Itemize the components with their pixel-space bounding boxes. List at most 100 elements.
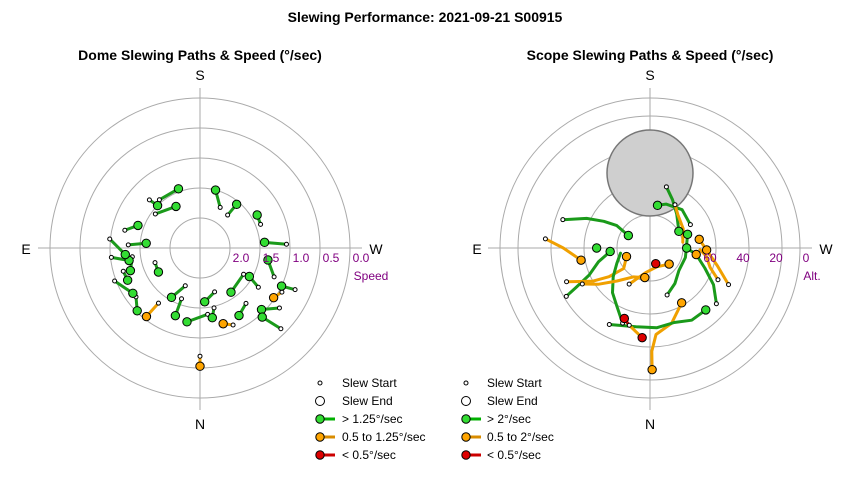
scope-slew-end-marker [623, 230, 634, 241]
scope-exclusion-zone [606, 129, 694, 217]
scope-slew-path [673, 203, 685, 244]
dome-cardinal-n: N [195, 416, 205, 432]
dome-cardinal-s: S [195, 67, 204, 83]
scope-cardinal-s: S [645, 67, 654, 83]
dome-slew-end-marker [153, 267, 164, 277]
dome-slew-end-marker [122, 275, 133, 285]
dome-slew-start-marker [292, 287, 298, 293]
scope-slew-end-marker [664, 259, 674, 269]
dome-slew-start-marker [108, 254, 114, 260]
dome-legend-label: > 1.25°/sec [342, 412, 403, 426]
dome-legend-label: < 0.5°/sec [342, 448, 396, 462]
scope-legend-marker [461, 432, 471, 442]
dome-slew-end-marker [133, 220, 143, 231]
dome-slew-end-marker [276, 281, 287, 291]
scope-slew-start-marker [560, 217, 566, 223]
scope-legend-marker [461, 414, 471, 424]
scope-cardinal-w: W [819, 241, 833, 257]
scope-slew-path [697, 237, 730, 287]
dome-legend-label: 0.5 to 1.25°/sec [342, 430, 426, 444]
dome-slew-start-marker [120, 268, 126, 274]
scope-tick-label: 20 [769, 251, 783, 265]
scope-chart-title: Scope Slewing Paths & Speed (°/sec) [527, 47, 774, 63]
scope-slew-path [543, 237, 583, 262]
scope-slew-start-marker [664, 292, 670, 298]
dome-slew-start-marker [255, 284, 261, 290]
dome-slew-end-marker [171, 201, 181, 212]
scope-slew-end-marker [621, 251, 632, 262]
scope-slew-end-marker [676, 298, 687, 308]
scope-legend-label: Slew End [487, 394, 538, 408]
dome-cardinal-w: W [369, 241, 383, 257]
dome-slew-end-marker [207, 313, 217, 323]
scope-slew-start-marker [564, 279, 570, 285]
dome-slew-end-marker [182, 317, 192, 327]
scope-slew-start-marker [726, 282, 732, 288]
scope-slew-end-marker [682, 229, 693, 240]
dome-slew-start-marker [112, 278, 118, 284]
dome-tick-label: 2.0 [233, 251, 250, 265]
dome-slew-start-marker [258, 221, 264, 227]
dome-slew-start-marker [225, 212, 231, 218]
dome-slew-start-marker [197, 353, 203, 359]
scope-slew-end-marker [652, 200, 663, 211]
dome-tick-label: 1.0 [293, 251, 310, 265]
scope-slew-start-marker [715, 277, 721, 283]
dome-slew-start-marker [283, 241, 289, 247]
dome-chart-title: Dome Slewing Paths & Speed (°/sec) [78, 47, 322, 63]
dome-slew-end-marker [252, 210, 262, 220]
dome-slew-start-marker [125, 242, 131, 248]
dome-slew-end-marker [259, 237, 270, 248]
dome-tick-label: 1.5 [263, 251, 280, 265]
dome-legend-start-marker [317, 380, 323, 386]
scope-legend-end-marker [461, 396, 471, 406]
dome-slew-end-marker [263, 255, 273, 265]
scope-slew-end-marker [647, 364, 657, 375]
dome-legend-end-marker [315, 396, 325, 406]
dome-legend-marker [315, 450, 325, 460]
dome-slew-end-marker [132, 306, 142, 316]
dome-cardinal-e: E [21, 241, 30, 257]
scope-legend-label: 0.5 to 2°/sec [487, 430, 554, 444]
dome-tick-label: 0.5 [323, 251, 340, 265]
scope-slew-end-marker [591, 243, 602, 253]
dome-slew-end-marker [257, 312, 267, 322]
scope-slew-path [627, 262, 671, 286]
dome-slew-start-marker [152, 260, 158, 266]
scope-radial-label: Alt. [803, 269, 820, 283]
scope-cardinal-e: E [472, 241, 481, 257]
dome-slew-end-marker [141, 311, 152, 322]
scope-slew-end-marker [651, 258, 661, 269]
scope-slew-end-marker [691, 249, 701, 260]
scope-slew-path [611, 251, 625, 325]
scope-tick-label: 0 [803, 251, 810, 265]
dome-slew-start-marker [217, 204, 223, 210]
dome-legend-label: Slew End [342, 394, 393, 408]
dome-slew-end-marker [125, 265, 136, 276]
scope-slew-start-marker [626, 322, 632, 328]
dome-legend-marker [315, 414, 325, 424]
scope-slew-end-marker [681, 243, 692, 253]
scope-slew-end-marker [637, 332, 647, 343]
scope-legend-label: < 0.5°/sec [487, 448, 541, 462]
dome-radial-label: Speed [354, 269, 389, 283]
dome-slew-end-marker [166, 292, 177, 303]
dome-slew-end-marker [120, 249, 130, 260]
scope-slew-end-marker [701, 245, 712, 255]
scope-slew-start-marker [563, 293, 569, 299]
dome-slew-start-marker [230, 322, 236, 328]
dome-slew-start-marker [179, 296, 185, 302]
dome-slew-start-marker [212, 289, 218, 295]
scope-slew-end-marker [674, 226, 684, 237]
dome-slew-start-marker [211, 305, 217, 311]
dome-slew-start-marker [271, 274, 277, 280]
scope-legend-label: > 2°/sec [487, 412, 531, 426]
dome-legend-marker [315, 432, 325, 442]
dome-slew-end-marker [210, 185, 221, 195]
dome-slew-start-marker [146, 197, 152, 203]
dome-slew-end-marker [195, 361, 205, 371]
scope-legend-marker [461, 450, 471, 460]
scope-slew-end-marker [605, 246, 615, 257]
dome-slew-end-marker [244, 271, 255, 282]
